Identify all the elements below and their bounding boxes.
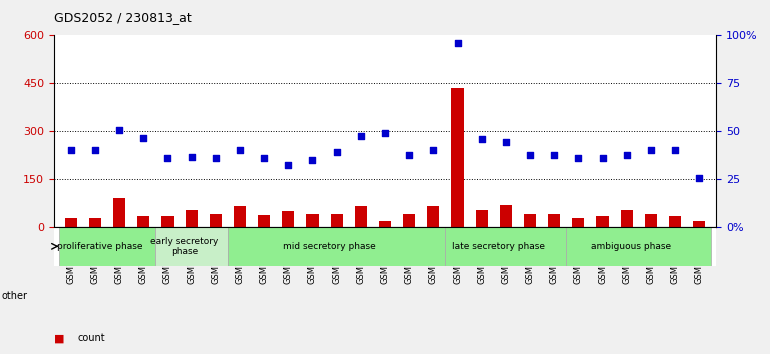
FancyBboxPatch shape xyxy=(156,227,228,266)
Text: ambiguous phase: ambiguous phase xyxy=(591,242,671,251)
Point xyxy=(113,127,126,132)
Text: count: count xyxy=(77,333,105,343)
Bar xyxy=(621,210,633,227)
Bar xyxy=(379,221,391,227)
Point xyxy=(451,41,464,46)
Point xyxy=(476,136,488,142)
Point xyxy=(258,156,270,161)
Point xyxy=(693,175,705,181)
Point xyxy=(306,157,319,163)
Bar xyxy=(548,214,561,227)
Point xyxy=(379,130,391,136)
Text: proliferative phase: proliferative phase xyxy=(57,242,142,251)
Point xyxy=(596,156,608,161)
Bar xyxy=(355,206,367,227)
Bar xyxy=(597,216,608,227)
Point xyxy=(427,148,440,153)
Bar xyxy=(186,210,198,227)
FancyBboxPatch shape xyxy=(445,227,566,266)
Bar xyxy=(330,214,343,227)
Point xyxy=(137,135,149,141)
FancyBboxPatch shape xyxy=(228,227,445,266)
Bar xyxy=(644,214,657,227)
Bar xyxy=(524,214,536,227)
Text: mid secretory phase: mid secretory phase xyxy=(283,242,376,251)
Point xyxy=(282,162,294,168)
Text: early secretory
phase: early secretory phase xyxy=(150,236,219,256)
Point xyxy=(89,148,101,153)
Bar xyxy=(162,216,173,227)
Bar xyxy=(451,88,464,227)
Bar xyxy=(427,206,440,227)
Bar xyxy=(283,211,294,227)
Point xyxy=(669,148,681,153)
Bar xyxy=(209,214,222,227)
Bar xyxy=(234,206,246,227)
Bar xyxy=(669,216,681,227)
Point xyxy=(644,148,657,153)
Bar xyxy=(403,214,415,227)
Bar xyxy=(693,221,705,227)
Point xyxy=(572,156,584,161)
Point xyxy=(330,149,343,155)
FancyBboxPatch shape xyxy=(566,227,711,266)
Point xyxy=(403,153,415,158)
Point xyxy=(186,154,198,160)
Text: late secretory phase: late secretory phase xyxy=(452,242,545,251)
Bar xyxy=(258,215,270,227)
Point xyxy=(355,133,367,139)
Point xyxy=(209,156,222,161)
Point xyxy=(548,153,561,158)
Text: GDS2052 / 230813_at: GDS2052 / 230813_at xyxy=(54,11,192,24)
FancyBboxPatch shape xyxy=(59,227,156,266)
Bar xyxy=(500,205,512,227)
Point xyxy=(234,148,246,153)
Bar xyxy=(476,210,487,227)
Point xyxy=(162,156,174,161)
Bar xyxy=(113,198,126,227)
Point xyxy=(621,153,633,158)
Bar xyxy=(89,218,101,227)
Point xyxy=(65,148,77,153)
Bar xyxy=(572,218,584,227)
Bar xyxy=(306,215,319,227)
Bar xyxy=(137,216,149,227)
Text: ■: ■ xyxy=(54,333,65,343)
Point xyxy=(524,153,536,158)
Point xyxy=(500,139,512,145)
Bar xyxy=(65,218,77,227)
Text: other: other xyxy=(2,291,28,301)
